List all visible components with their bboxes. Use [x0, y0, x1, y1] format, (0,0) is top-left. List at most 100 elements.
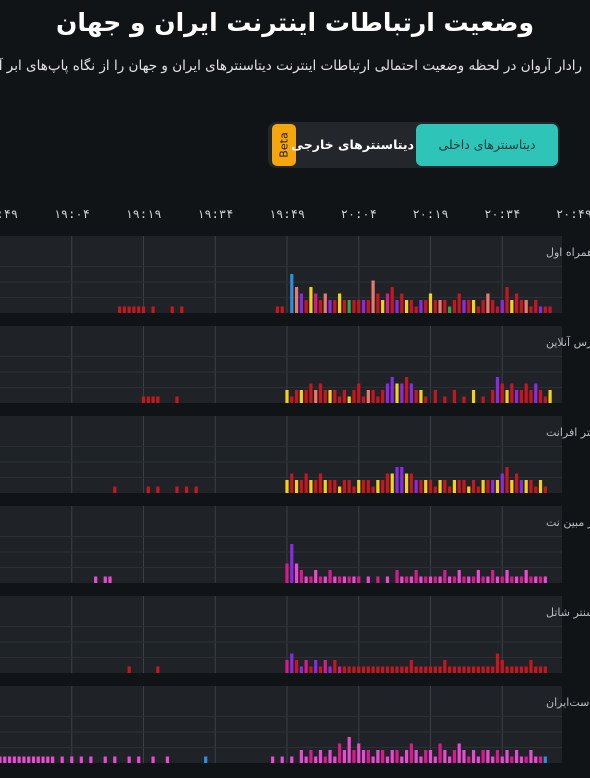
- packet-loss-cell: [304, 756, 308, 763]
- tab-foreign-datacenters[interactable]: دیتاسنترهای خارجی: [291, 137, 414, 152]
- packet-loss-cell: [495, 576, 500, 583]
- x-tick-label: ۱۹:۳۴: [197, 207, 233, 221]
- packet-loss-cell: [529, 390, 533, 403]
- packet-loss-cell: [156, 396, 160, 403]
- packet-loss-cell: [404, 300, 409, 313]
- row-background: [0, 416, 562, 493]
- packet-loss-cell: [543, 756, 547, 763]
- packet-loss-cell: [366, 300, 370, 313]
- packet-loss-cell: [357, 300, 361, 313]
- packet-loss-cell: [476, 666, 480, 673]
- packet-loss-cell: [194, 486, 198, 493]
- packet-loss-cell: [381, 480, 385, 493]
- packet-loss-cell: [304, 473, 308, 493]
- packet-loss-cell: [404, 666, 409, 673]
- packet-loss-cell: [371, 390, 375, 403]
- packet-loss-cell: [414, 390, 418, 403]
- packet-loss-cell: [318, 473, 323, 493]
- packet-loss-cell: [376, 396, 380, 403]
- packet-loss-cell: [381, 300, 385, 313]
- x-tick-label: ۱۹:۱۹: [125, 207, 161, 221]
- packet-loss-cell: [438, 300, 442, 313]
- packet-loss-cell: [280, 306, 284, 313]
- x-tick-label: ۲۰:۱۹: [412, 207, 448, 221]
- packet-loss-cell: [352, 300, 356, 313]
- packet-loss-cell: [285, 480, 289, 493]
- packet-loss-cell: [294, 563, 299, 583]
- packet-loss-cell: [414, 570, 418, 583]
- packet-loss-cell: [471, 390, 476, 403]
- page-title: وضعیت ارتباطات اینترنت ایران و جهان: [56, 8, 534, 37]
- packet-loss-cell: [381, 666, 385, 673]
- packet-loss-cell: [323, 480, 327, 493]
- packet-loss-cell: [495, 653, 500, 673]
- packet-loss-cell: [400, 756, 404, 763]
- packet-loss-cell: [299, 666, 303, 673]
- packet-loss-cell: [122, 306, 126, 313]
- packet-loss-cell: [299, 750, 303, 763]
- packet-loss-cell: [352, 666, 356, 673]
- packet-loss-cell: [290, 653, 294, 673]
- packet-loss-cell: [486, 293, 490, 313]
- packet-loss-cell: [285, 390, 289, 403]
- packet-loss-cell: [180, 306, 184, 313]
- datacenter-row: تهران - دیتاسنتر همراه اول: [0, 236, 590, 313]
- row-background: [0, 506, 562, 583]
- packet-loss-cell: [108, 576, 112, 583]
- packet-loss-cell: [448, 306, 452, 313]
- packet-loss-cell: [457, 293, 461, 313]
- packet-loss-cell: [424, 480, 428, 493]
- packet-loss-cell: [151, 756, 155, 763]
- packet-loss-cell: [428, 480, 433, 493]
- packet-loss-cell: [376, 666, 380, 673]
- packet-loss-cell: [476, 306, 480, 313]
- page-subtitle: رادار آروان در لحظه وضعیت احتمالی ارتباط…: [0, 58, 582, 74]
- packet-loss-cell: [338, 396, 342, 403]
- packet-loss-cell: [141, 306, 146, 313]
- packet-loss-cell: [361, 300, 366, 313]
- packet-loss-cell: [342, 666, 346, 673]
- packet-loss-cell: [481, 480, 485, 493]
- packet-loss-cell: [323, 390, 327, 403]
- packet-loss-cell: [342, 390, 346, 403]
- packet-loss-cell: [548, 306, 552, 313]
- tab-domestic-datacenters[interactable]: دیتاسنترهای داخلی: [416, 124, 558, 166]
- packet-loss-cell: [519, 390, 523, 403]
- packet-loss-cell: [538, 666, 543, 673]
- packet-loss-cell: [328, 480, 332, 493]
- packet-loss-cell: [519, 666, 523, 673]
- row-background: [0, 236, 562, 313]
- packet-loss-cell: [151, 306, 155, 313]
- packet-loss-cell: [419, 390, 423, 403]
- packet-loss-cell: [127, 666, 131, 673]
- packet-loss-cell: [510, 576, 514, 583]
- packet-loss-cell: [137, 306, 141, 313]
- packet-loss-cell: [529, 576, 533, 583]
- packet-loss-cell: [486, 576, 490, 583]
- packet-loss-cell: [347, 576, 351, 583]
- packet-loss-cell: [294, 287, 299, 313]
- packet-loss-cell: [385, 756, 390, 763]
- packet-loss-cell: [290, 756, 294, 763]
- packet-loss-cell: [462, 480, 466, 493]
- packet-loss-cell: [505, 570, 509, 583]
- packet-loss-cell: [304, 300, 308, 313]
- packet-loss-cell: [323, 576, 327, 583]
- packet-loss-cell: [390, 287, 394, 313]
- packet-loss-cell: [428, 750, 433, 763]
- packet-loss-cell: [424, 750, 428, 763]
- x-tick-label: ۱۹:۰۴: [54, 207, 90, 221]
- packet-loss-cell: [309, 750, 313, 763]
- packet-loss-cell: [385, 666, 390, 673]
- packet-loss-cell: [419, 480, 423, 493]
- packet-loss-cell: [390, 666, 394, 673]
- packet-loss-cell: [414, 306, 418, 313]
- packet-loss-cell: [519, 300, 523, 313]
- packet-loss-cell: [314, 390, 318, 403]
- packet-loss-cell: [323, 756, 327, 763]
- packet-loss-cell: [510, 480, 514, 493]
- packet-loss-cell: [352, 750, 356, 763]
- packet-loss-cell: [515, 473, 519, 493]
- packet-loss-cell: [357, 480, 361, 493]
- packet-loss-cell: [400, 383, 404, 403]
